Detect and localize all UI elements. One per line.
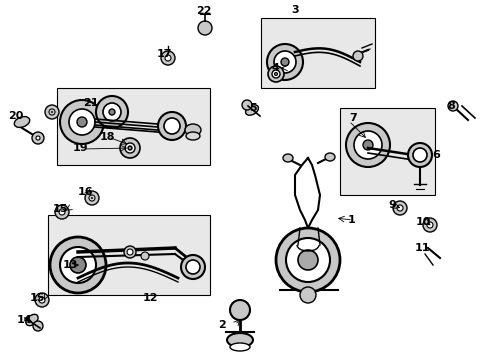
Circle shape <box>353 131 381 159</box>
Circle shape <box>69 109 95 135</box>
Circle shape <box>164 55 171 61</box>
Ellipse shape <box>245 105 258 115</box>
Circle shape <box>426 222 432 228</box>
Ellipse shape <box>283 154 292 162</box>
Circle shape <box>266 44 303 80</box>
Text: 18: 18 <box>100 132 115 142</box>
Ellipse shape <box>14 117 30 127</box>
Circle shape <box>447 101 457 111</box>
Circle shape <box>281 58 288 66</box>
Circle shape <box>59 209 65 215</box>
Circle shape <box>55 205 69 219</box>
Circle shape <box>352 51 362 61</box>
Circle shape <box>45 105 59 119</box>
Circle shape <box>273 51 295 73</box>
Text: 4: 4 <box>271 63 279 73</box>
Circle shape <box>267 66 284 82</box>
Circle shape <box>422 218 436 232</box>
Ellipse shape <box>26 314 38 326</box>
Text: 14: 14 <box>17 315 33 325</box>
Text: 2: 2 <box>218 320 225 330</box>
Text: 11: 11 <box>414 243 429 253</box>
Text: 6: 6 <box>431 150 439 160</box>
Bar <box>339 108 434 195</box>
Text: 15: 15 <box>53 204 68 214</box>
Circle shape <box>141 252 149 260</box>
Circle shape <box>407 143 431 167</box>
Text: 16: 16 <box>78 187 93 197</box>
Circle shape <box>32 132 44 144</box>
Circle shape <box>60 247 96 283</box>
Circle shape <box>163 118 180 134</box>
Text: 5: 5 <box>248 103 256 113</box>
Circle shape <box>198 21 212 35</box>
Bar <box>261 18 374 88</box>
Circle shape <box>274 72 277 76</box>
Circle shape <box>299 287 315 303</box>
Text: 1: 1 <box>347 215 355 225</box>
Text: 21: 21 <box>83 98 98 108</box>
Circle shape <box>120 138 140 158</box>
Circle shape <box>346 123 389 167</box>
Circle shape <box>109 109 115 115</box>
Circle shape <box>242 100 251 110</box>
Text: 13: 13 <box>63 260 78 270</box>
Ellipse shape <box>184 124 201 136</box>
Text: 3: 3 <box>290 5 298 15</box>
Circle shape <box>33 321 43 331</box>
Circle shape <box>85 191 99 205</box>
Circle shape <box>158 112 185 140</box>
Circle shape <box>127 249 133 255</box>
Circle shape <box>181 255 204 279</box>
Ellipse shape <box>185 132 200 140</box>
Ellipse shape <box>229 343 249 351</box>
Text: 10: 10 <box>415 217 430 227</box>
Circle shape <box>77 117 87 127</box>
Bar <box>57 88 209 165</box>
Circle shape <box>36 136 40 140</box>
Text: 19: 19 <box>73 143 88 153</box>
Circle shape <box>39 297 45 303</box>
Ellipse shape <box>226 333 252 347</box>
Circle shape <box>362 140 372 150</box>
Circle shape <box>185 260 200 274</box>
Text: 15: 15 <box>30 293 45 303</box>
Bar <box>48 215 209 295</box>
Circle shape <box>91 197 93 199</box>
Text: 17: 17 <box>157 49 172 59</box>
Circle shape <box>396 205 402 211</box>
Text: 20: 20 <box>8 111 23 121</box>
Circle shape <box>70 257 86 273</box>
Circle shape <box>392 201 406 215</box>
Circle shape <box>35 293 49 307</box>
Text: 12: 12 <box>142 293 158 303</box>
Text: 22: 22 <box>196 6 211 16</box>
Circle shape <box>412 148 426 162</box>
Circle shape <box>49 109 55 115</box>
Circle shape <box>60 100 104 144</box>
Circle shape <box>51 111 53 113</box>
Text: 8: 8 <box>446 101 454 111</box>
Text: 9: 9 <box>387 200 395 210</box>
Circle shape <box>128 146 132 150</box>
Circle shape <box>285 238 329 282</box>
Circle shape <box>229 300 249 320</box>
Circle shape <box>50 237 106 293</box>
Circle shape <box>124 246 136 258</box>
Circle shape <box>125 143 135 153</box>
Circle shape <box>271 70 280 78</box>
Text: 7: 7 <box>348 113 356 123</box>
Circle shape <box>103 103 121 121</box>
Ellipse shape <box>325 153 334 161</box>
Circle shape <box>161 51 175 65</box>
Circle shape <box>297 250 317 270</box>
Circle shape <box>89 195 95 201</box>
Circle shape <box>275 228 339 292</box>
Circle shape <box>96 96 128 128</box>
